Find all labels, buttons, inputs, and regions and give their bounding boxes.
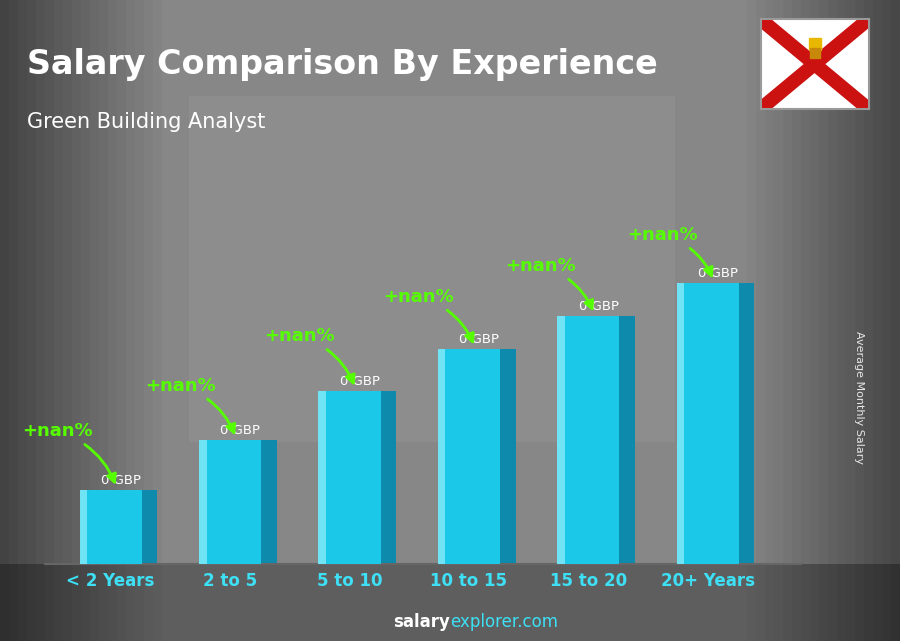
Text: Average Monthly Salary: Average Monthly Salary xyxy=(854,331,865,464)
Text: 0 GBP: 0 GBP xyxy=(579,301,618,313)
Text: +nan%: +nan% xyxy=(264,327,354,383)
Text: +nan%: +nan% xyxy=(627,226,712,276)
Polygon shape xyxy=(381,390,396,564)
Text: 0 GBP: 0 GBP xyxy=(459,333,500,346)
Polygon shape xyxy=(141,490,158,564)
Bar xyxy=(319,390,381,564)
Text: Green Building Analyst: Green Building Analyst xyxy=(27,112,266,131)
Bar xyxy=(438,349,500,564)
Text: explorer.com: explorer.com xyxy=(450,613,558,631)
Bar xyxy=(557,316,565,564)
Text: 0 GBP: 0 GBP xyxy=(101,474,140,487)
Polygon shape xyxy=(500,349,516,564)
Text: 0 GBP: 0 GBP xyxy=(339,375,380,388)
Text: Salary Comparison By Experience: Salary Comparison By Experience xyxy=(27,48,658,81)
Bar xyxy=(199,440,206,564)
Text: 0 GBP: 0 GBP xyxy=(698,267,738,280)
Text: +nan%: +nan% xyxy=(383,288,473,342)
Text: +nan%: +nan% xyxy=(145,377,235,433)
Polygon shape xyxy=(619,316,635,564)
Polygon shape xyxy=(261,440,276,564)
Bar xyxy=(677,283,684,564)
Bar xyxy=(557,316,619,564)
Text: +nan%: +nan% xyxy=(22,422,115,482)
Bar xyxy=(438,349,446,564)
Polygon shape xyxy=(739,283,754,564)
Bar xyxy=(79,490,141,564)
Text: salary: salary xyxy=(393,613,450,631)
Bar xyxy=(79,490,87,564)
Bar xyxy=(677,283,739,564)
Text: 0 GBP: 0 GBP xyxy=(220,424,260,437)
Text: +nan%: +nan% xyxy=(505,257,593,309)
Bar xyxy=(319,390,326,564)
Bar xyxy=(199,440,261,564)
